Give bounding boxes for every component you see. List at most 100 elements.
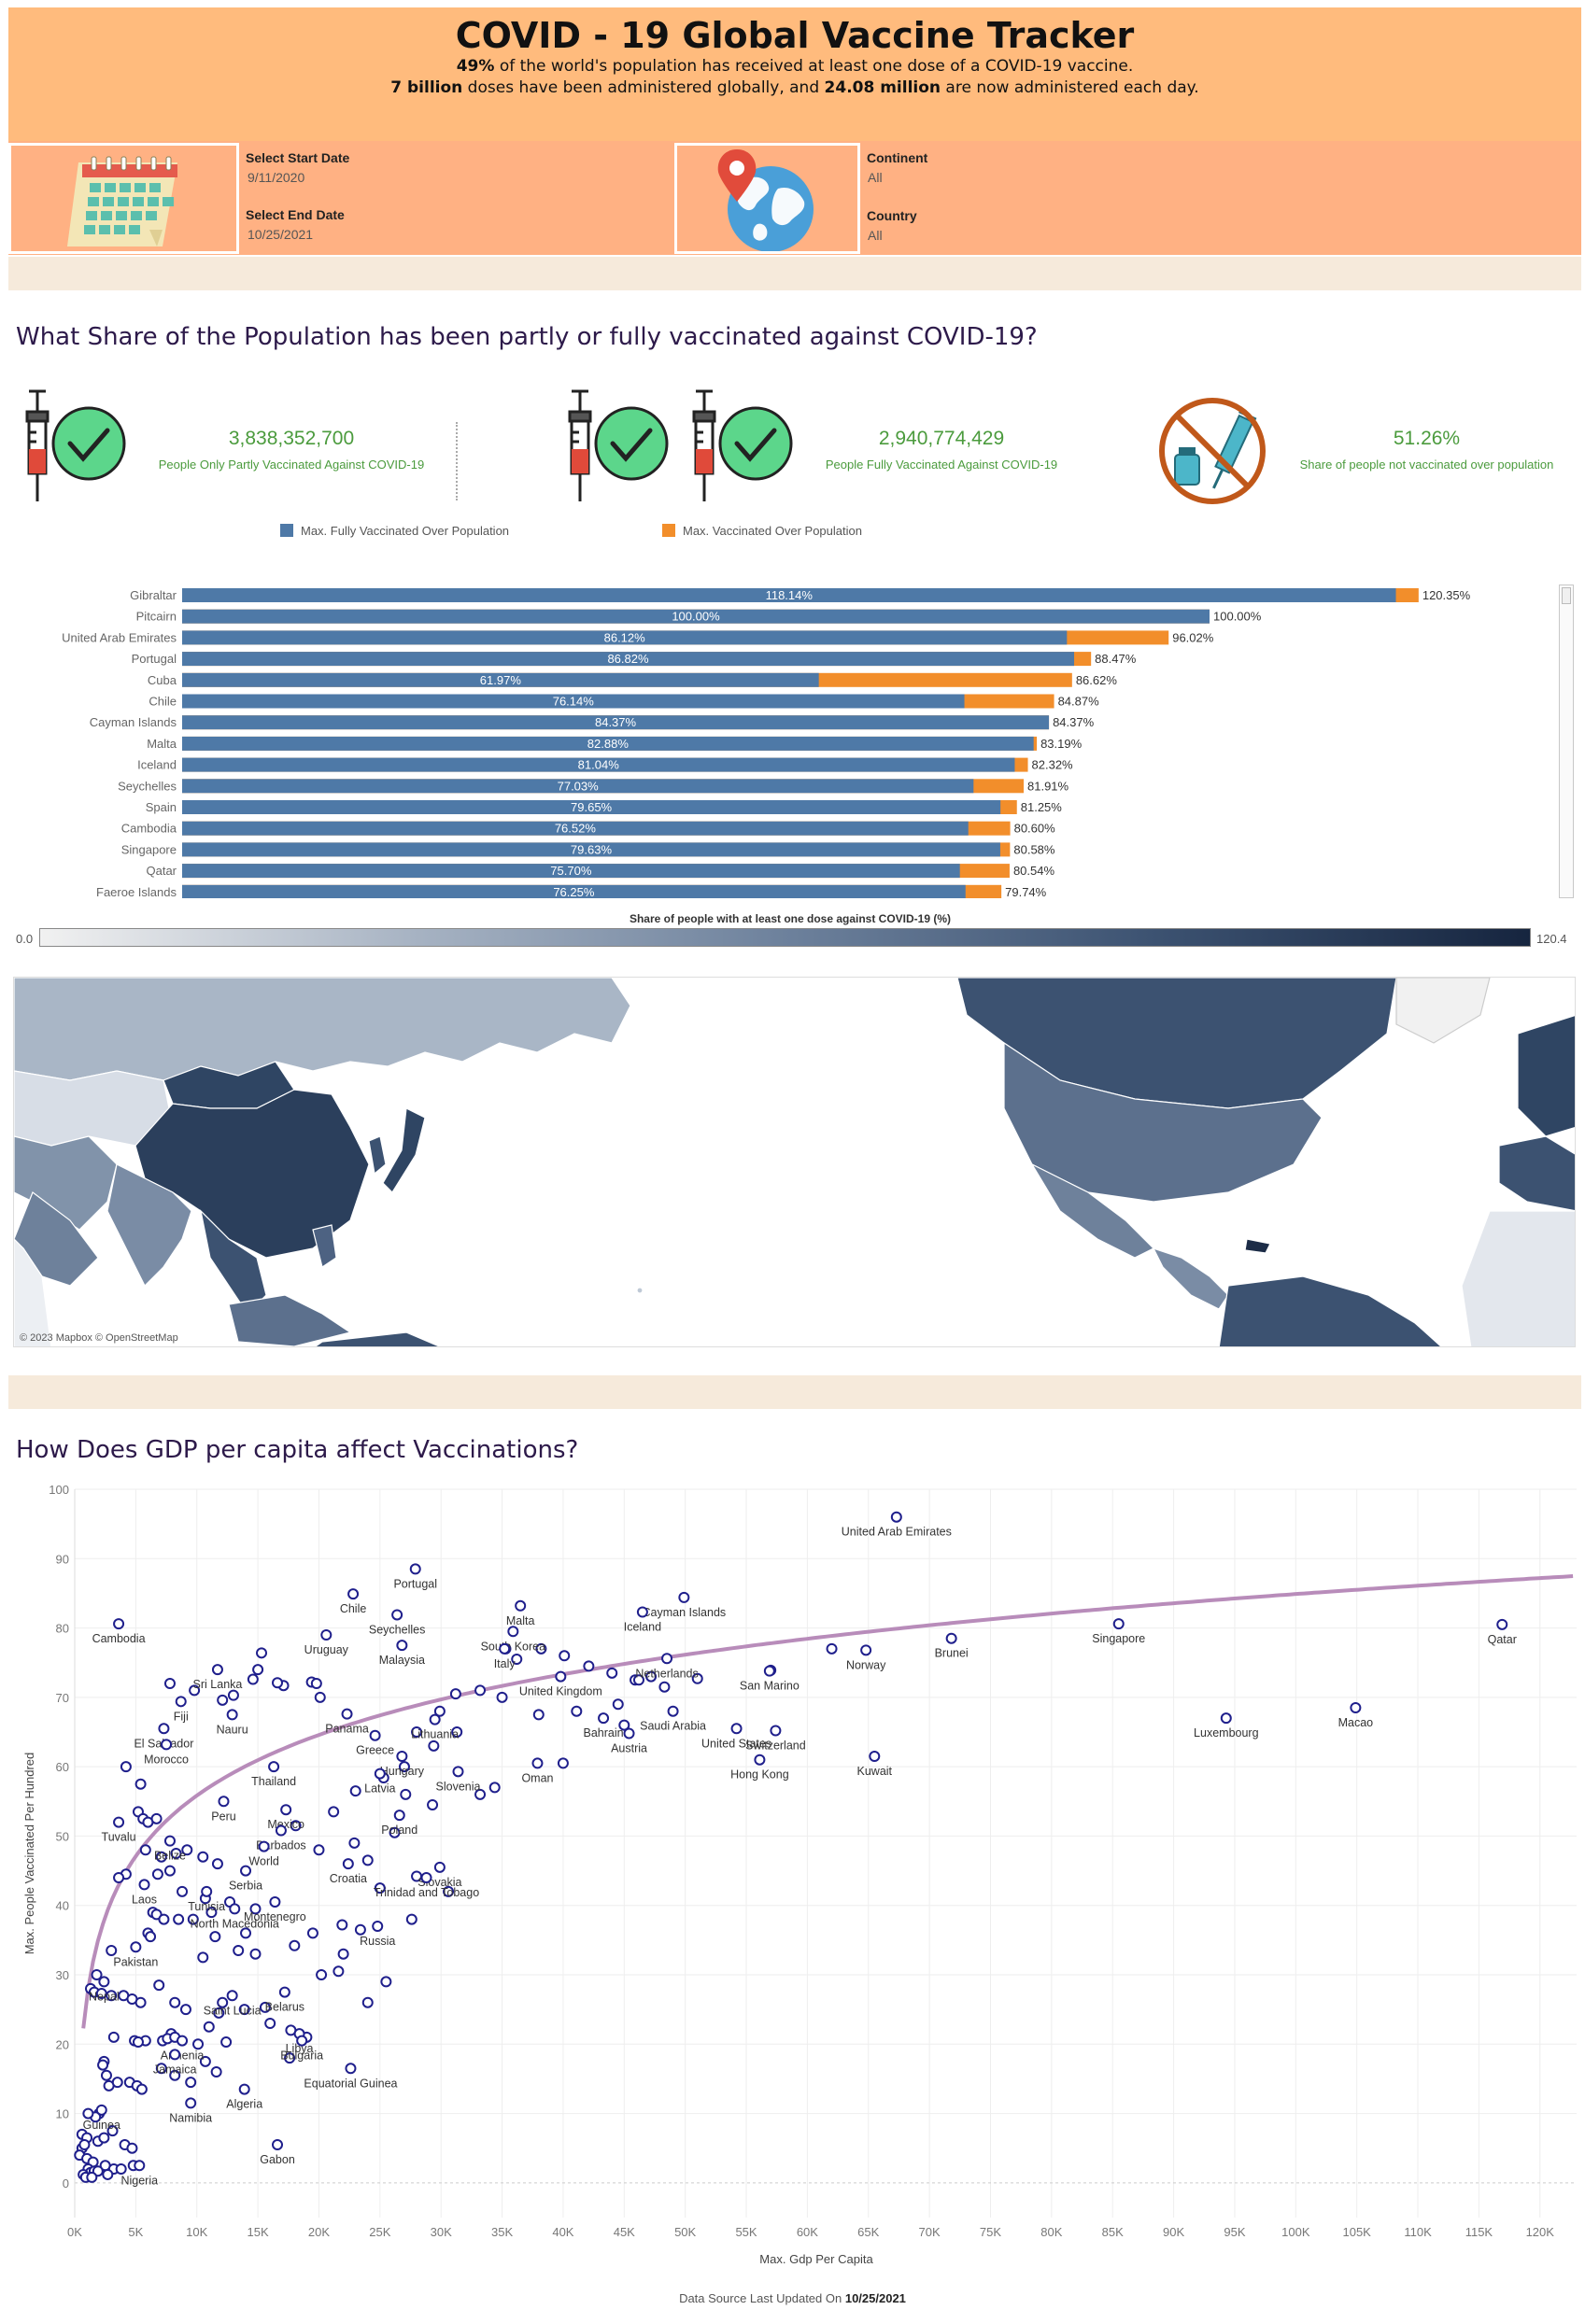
scrollbar-thumb[interactable] xyxy=(1562,587,1571,604)
header-summary-line-2: 7 billion doses have been administered g… xyxy=(8,77,1581,99)
legend-fully-vaccinated[interactable]: Max. Fully Vaccinated Over Population xyxy=(280,524,509,538)
scatter-point-label: Panama xyxy=(325,1723,369,1736)
country-select[interactable]: All xyxy=(868,228,883,243)
scatter-point-labeled xyxy=(396,1751,408,1762)
x-tick-label: 70K xyxy=(919,2225,941,2239)
bar-fully-vaccinated xyxy=(182,694,965,709)
scatter-point-label: Malaysia xyxy=(379,1654,425,1667)
scatter-point xyxy=(189,1684,201,1697)
scatter-point xyxy=(107,2031,120,2043)
x-tick-label: 15K xyxy=(248,2225,269,2239)
scatter-point xyxy=(826,1642,838,1655)
scatter-point xyxy=(100,2069,112,2081)
scatter-point xyxy=(209,1931,221,1943)
scatter-point xyxy=(313,1844,325,1856)
bar-category-label: Iceland xyxy=(137,758,177,772)
x-tick-label: 55K xyxy=(735,2225,757,2239)
scatter-point xyxy=(132,2036,144,2049)
calendar-icon xyxy=(67,156,177,246)
scatter-point-labeled xyxy=(226,1709,238,1721)
scatter-point-labeled xyxy=(280,1804,292,1816)
bar-fully-label: 61.97% xyxy=(480,673,522,687)
bar-fully-vaccinated xyxy=(182,757,1015,772)
calendar-icon-box xyxy=(8,143,239,254)
scatter-point-label: Cambodia xyxy=(92,1632,146,1645)
scatter-point xyxy=(185,2077,197,2089)
scatter-point xyxy=(583,1660,595,1672)
scatter-point-label: Nauru xyxy=(217,1723,248,1736)
map-legend-min: 0.0 xyxy=(16,932,34,946)
country-label: Country xyxy=(867,208,917,223)
scatter-point-labeled xyxy=(1350,1702,1362,1713)
scatter-point xyxy=(488,1782,501,1794)
scatter-point-label: Saint Lucia xyxy=(204,2004,262,2017)
scatter-point-label: San Marino xyxy=(740,1680,800,1693)
bar-vaccinated-label: 79.74% xyxy=(1005,885,1047,898)
x-tick-label: 85K xyxy=(1102,2225,1124,2239)
scatter-point-label: Chile xyxy=(340,1602,367,1615)
scatter-point-labeled xyxy=(320,1629,333,1641)
scatter-point xyxy=(78,2139,91,2150)
header-line-2-end: are now administered each day. xyxy=(941,78,1199,97)
world-map[interactable]: © 2023 Mapbox © OpenStreetMap xyxy=(13,977,1576,1347)
scatter-point xyxy=(169,2069,181,2081)
scatter-point xyxy=(227,1689,239,1701)
scatter-point xyxy=(314,1691,326,1703)
scatter-point-label: Hong Kong xyxy=(730,1768,789,1782)
scatter-point-label: Brunei xyxy=(935,1647,969,1660)
bar-fully-label: 84.37% xyxy=(595,715,637,729)
scatter-point xyxy=(197,1851,209,1863)
scatter-point xyxy=(106,2125,119,2137)
separator-band xyxy=(8,257,1581,290)
gdp-vaccination-scatter: 0K 5K 10K 15K 20K 25K 30K 35K 40K 45K 50K 55K 60K 65K… xyxy=(22,1483,1577,2266)
scatter-point-labeled xyxy=(391,1609,403,1621)
scatter-point-labeled xyxy=(598,1712,610,1725)
bar-vaccinated-label: 81.91% xyxy=(1027,779,1069,793)
scatter-point xyxy=(618,1719,630,1731)
scatter-point-labeled xyxy=(869,1751,881,1762)
bar-fully-vaccinated xyxy=(182,842,1000,857)
scatter-point-label: Netherlands xyxy=(635,1667,698,1680)
kpi-divider xyxy=(456,422,458,500)
start-date-label: Select Start Date xyxy=(246,150,350,165)
scatter-point xyxy=(102,2168,114,2180)
bar-fully-vaccinated xyxy=(182,652,1075,667)
scatter-point xyxy=(249,1903,262,1915)
map-region-africa xyxy=(14,1238,52,1346)
scatter-point-label: Equatorial Guinea xyxy=(304,2077,397,2090)
bar-vaccinated-label: 81.25% xyxy=(1021,800,1063,814)
footer-prefix: Data Source Last Updated On xyxy=(679,2291,845,2305)
scatter-point xyxy=(380,1976,392,1988)
globe-icon-box xyxy=(674,143,860,254)
continent-label: Continent xyxy=(867,150,928,165)
scatter-point-labeled xyxy=(175,1696,187,1708)
kpi-fully-vaccinated-label: People Fully Vaccinated Against COVID-19 xyxy=(825,458,1058,472)
scatter-point-label: Montenegro xyxy=(244,1910,306,1923)
scatter-point xyxy=(474,1684,487,1697)
y-tick-label: 100 xyxy=(49,1483,69,1497)
scatter-point-label: Slovenia xyxy=(436,1780,481,1793)
doses-daily-highlight: 24.08 million xyxy=(824,78,941,97)
scatter-point-labeled xyxy=(158,1723,170,1735)
scatter-point-label: Fiji xyxy=(174,1710,189,1723)
map-region-cuba xyxy=(1244,1238,1271,1254)
end-date-input[interactable]: 10/25/2021 xyxy=(248,227,314,242)
scatter-point xyxy=(606,1667,618,1679)
scatter-point xyxy=(398,1761,410,1773)
separator-band-2 xyxy=(8,1375,1581,1409)
scatter-point-label: Gabon xyxy=(260,2153,295,2166)
scatter-point xyxy=(400,1788,412,1800)
bar-chart-scrollbar[interactable] xyxy=(1559,585,1574,898)
legend-vaccinated[interactable]: Max. Vaccinated Over Population xyxy=(662,524,862,538)
scatter-point xyxy=(177,1885,189,1897)
data-source-footer: Data Source Last Updated On 10/25/2021 xyxy=(0,2291,1585,2305)
bar-vaccinated-label: 80.58% xyxy=(1013,842,1055,856)
scatter-point xyxy=(170,1848,182,1859)
bar-fully-vaccinated xyxy=(182,800,1001,814)
bar-category-label: Chile xyxy=(149,695,177,709)
continent-select[interactable]: All xyxy=(868,170,883,185)
scatter-point-label: Nigeria xyxy=(120,2174,158,2187)
syringe-check-icon xyxy=(25,389,126,501)
scatter-point-labeled xyxy=(515,1599,527,1612)
start-date-input[interactable]: 9/11/2020 xyxy=(248,170,305,185)
